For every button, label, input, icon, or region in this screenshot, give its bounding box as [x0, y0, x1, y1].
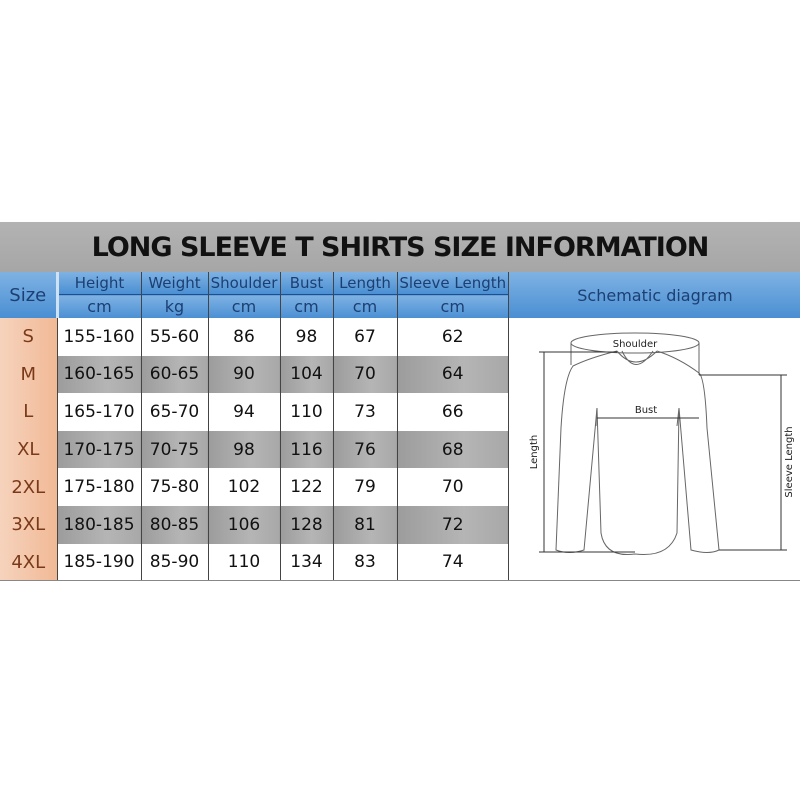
bust-cell: 116	[279, 430, 333, 469]
shoulder-cell: 90	[207, 355, 280, 394]
length-unit: cm	[332, 294, 397, 318]
table-row: 3XL 180-185 80-85 106 128 81 72	[0, 505, 508, 544]
table-row: 4XL 185-190 85-90 110 134 83 74	[0, 543, 508, 582]
shoulder-cell: 94	[207, 393, 280, 431]
shoulder-cell: 98	[207, 430, 280, 469]
weight-cell: 55-60	[140, 318, 208, 356]
length-cell: 79	[332, 468, 397, 506]
bust-cell: 110	[279, 393, 333, 431]
bust-unit: cm	[279, 294, 333, 318]
length-header: Length	[332, 272, 397, 295]
length-label: Length	[529, 435, 540, 470]
length-cell: 73	[332, 393, 397, 431]
weight-cell: 70-75	[140, 430, 208, 469]
height-cell: 160-165	[56, 355, 141, 394]
size-cell: 4XL	[0, 543, 57, 582]
size-cell: S	[0, 318, 57, 356]
shoulder-unit: cm	[207, 294, 280, 318]
size-header: Size	[0, 272, 59, 318]
size-cell: XL	[0, 430, 57, 469]
table-row: M 160-165 60-65 90 104 70 64	[0, 355, 508, 394]
weight-header: Weight	[140, 272, 208, 295]
table-row: S 155-160 55-60 86 98 67 62	[0, 318, 508, 356]
table-row: XL 170-175 70-75 98 116 76 68	[0, 430, 508, 469]
length-cell: 76	[332, 430, 397, 469]
sleeve-length-header: Sleeve Length	[396, 272, 508, 295]
table-bottom-border	[0, 580, 800, 581]
length-cell: 67	[332, 318, 397, 356]
chart-title: LONG SLEEVE T SHIRTS SIZE INFORMATION	[0, 222, 800, 272]
bust-cell: 98	[279, 318, 333, 356]
schematic-diagram: Shoulder Bust Length Sleeve Length	[508, 318, 800, 580]
shoulder-cell: 102	[207, 468, 280, 506]
shoulder-header: Shoulder	[207, 272, 280, 295]
size-cell: 2XL	[0, 468, 57, 506]
size-table: Size Height Weight Shoulder Bust Length …	[0, 272, 508, 582]
shoulder-label: Shoulder	[613, 339, 658, 350]
sleeve-length-cell: 72	[396, 505, 508, 544]
sleeve-length-unit: cm	[396, 294, 508, 318]
bust-cell: 128	[279, 505, 333, 544]
table-row: 2XL 175-180 75-80 102 122 79 70	[0, 468, 508, 506]
weight-cell: 80-85	[140, 505, 208, 544]
bust-header: Bust	[279, 272, 333, 295]
weight-cell: 85-90	[140, 543, 208, 582]
shirt-diagram-icon: Shoulder Bust Length Sleeve Length	[529, 332, 795, 556]
sleeve-length-cell: 64	[396, 355, 508, 394]
height-cell: 170-175	[56, 430, 141, 469]
shoulder-cell: 110	[207, 543, 280, 582]
length-cell: 70	[332, 355, 397, 394]
bust-label: Bust	[635, 405, 657, 416]
size-cell: L	[0, 393, 57, 431]
table-row: L 165-170 65-70 94 110 73 66	[0, 393, 508, 431]
weight-cell: 65-70	[140, 393, 208, 431]
size-cell: M	[0, 355, 57, 394]
height-cell: 180-185	[56, 505, 141, 544]
height-header: Height	[56, 272, 141, 295]
bust-cell: 104	[279, 355, 333, 394]
length-cell: 83	[332, 543, 397, 582]
sleeve-length-cell: 66	[396, 393, 508, 431]
length-cell: 81	[332, 505, 397, 544]
sleeve-length-cell: 68	[396, 430, 508, 469]
height-unit: cm	[56, 294, 141, 318]
sleeve-length-label: Sleeve Length	[784, 426, 795, 497]
sleeve-length-cell: 70	[396, 468, 508, 506]
size-cell: 3XL	[0, 505, 57, 544]
sleeve-length-cell: 62	[396, 318, 508, 356]
diagram-header: Schematic diagram	[508, 272, 800, 318]
bust-cell: 122	[279, 468, 333, 506]
shoulder-cell: 106	[207, 505, 280, 544]
sleeve-length-cell: 74	[396, 543, 508, 582]
shoulder-cell: 86	[207, 318, 280, 356]
height-cell: 175-180	[56, 468, 141, 506]
weight-cell: 60-65	[140, 355, 208, 394]
height-cell: 155-160	[56, 318, 141, 356]
bust-cell: 134	[279, 543, 333, 582]
height-cell: 185-190	[56, 543, 141, 582]
weight-unit: kg	[140, 294, 208, 318]
weight-cell: 75-80	[140, 468, 208, 506]
height-cell: 165-170	[56, 393, 141, 431]
